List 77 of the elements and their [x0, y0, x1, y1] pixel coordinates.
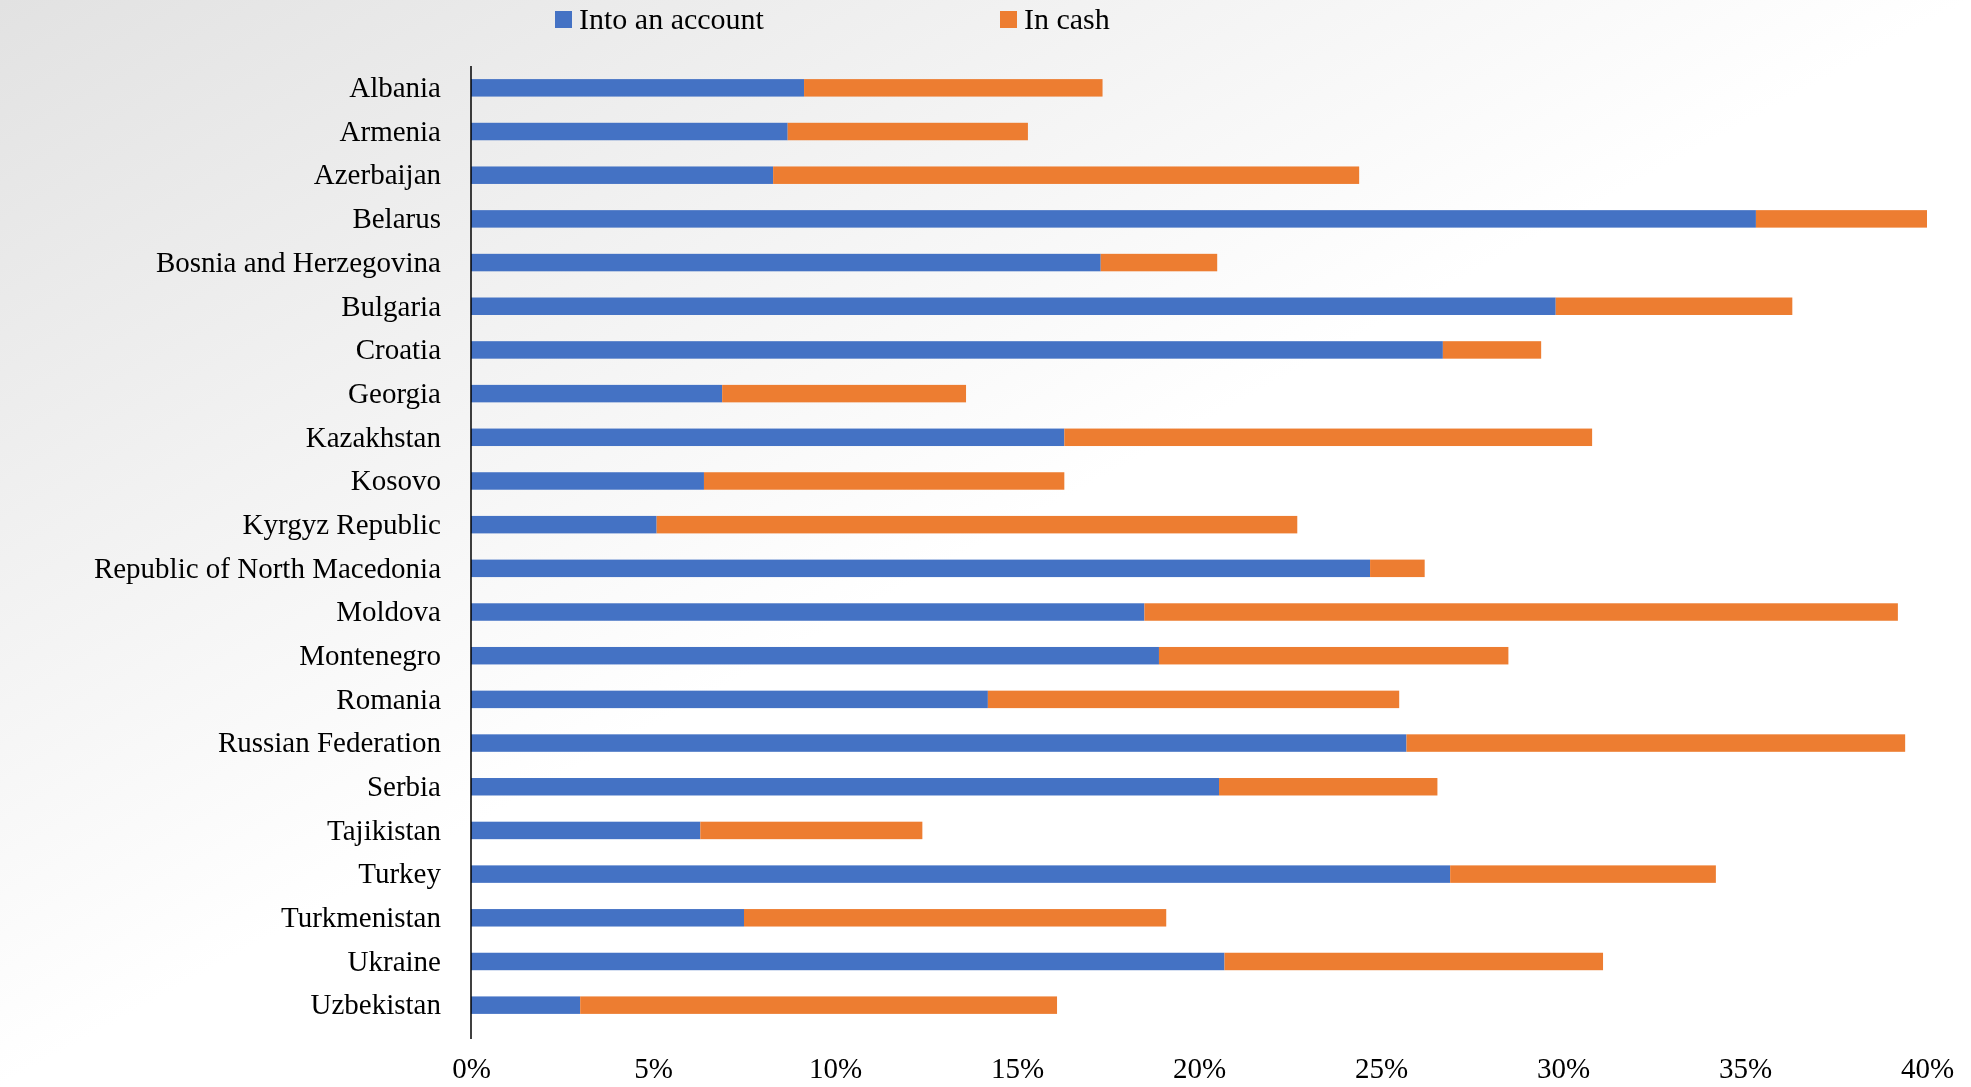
- bar: [722, 384, 967, 403]
- bar: [471, 79, 805, 97]
- bar: [471, 603, 1145, 621]
- bar: [987, 690, 1400, 709]
- y-tick-label: Kosovo: [350, 464, 441, 497]
- y-tick-label: Bosnia and Herzegovina: [155, 245, 442, 278]
- bar: [1450, 865, 1716, 883]
- x-tick-label: 30%: [1536, 1051, 1591, 1084]
- bar: [471, 734, 1407, 752]
- bar: [471, 515, 657, 534]
- bar: [787, 122, 1028, 141]
- bar: [471, 865, 1451, 883]
- bar: [1406, 734, 1906, 752]
- y-tick-label: Uzbekistan: [310, 988, 442, 1021]
- x-tick-label: 0%: [452, 1051, 491, 1084]
- x-tick-label: 15%: [990, 1051, 1045, 1084]
- bar: [471, 253, 1101, 272]
- bar: [703, 472, 1065, 490]
- bar: [773, 166, 1360, 184]
- x-tick-label: 10%: [808, 1051, 863, 1084]
- y-tick-label: Croatia: [355, 333, 442, 366]
- x-tick-label: 35%: [1718, 1051, 1773, 1084]
- bar: [1224, 952, 1604, 971]
- bar: [471, 778, 1220, 796]
- bar: [1442, 341, 1542, 359]
- bar: [471, 384, 723, 403]
- x-tick-label: 5%: [634, 1051, 673, 1084]
- y-tick-label: Russian Federation: [217, 726, 442, 759]
- bar: [471, 428, 1065, 447]
- bar: [471, 559, 1371, 578]
- bar: [1158, 646, 1509, 665]
- bar: [580, 996, 1058, 1014]
- y-tick-label: Tajikistan: [327, 813, 442, 846]
- bar: [1219, 778, 1438, 796]
- y-tick-label: Turkey: [358, 857, 442, 890]
- legend-label: In cash: [1024, 2, 1110, 35]
- y-tick-label: Romania: [336, 682, 442, 715]
- bar: [1755, 210, 1927, 228]
- y-tick-label: Moldova: [336, 595, 442, 628]
- bar: [1555, 297, 1793, 315]
- bar: [471, 952, 1225, 971]
- bar: [471, 909, 744, 927]
- bar: [471, 690, 988, 709]
- y-tick-label: Ukraine: [347, 944, 441, 977]
- y-tick-label: Montenegro: [299, 638, 441, 671]
- bar: [471, 297, 1556, 315]
- y-tick-label: Kyrgyz Republic: [242, 507, 441, 540]
- bar: [1064, 428, 1593, 447]
- y-tick-label: Armenia: [339, 114, 442, 147]
- y-tick-label: Bulgaria: [341, 289, 442, 322]
- y-tick-label: Republic of North Macedonia: [93, 551, 442, 584]
- y-tick-label: Albania: [349, 71, 442, 104]
- bar: [471, 821, 701, 840]
- bar: [471, 341, 1443, 359]
- bar: [1144, 603, 1898, 621]
- y-tick-label: Kazakhstan: [305, 420, 442, 453]
- bar: [471, 210, 1756, 228]
- y-tick-label: Azerbaijan: [313, 158, 442, 191]
- x-tick-label: 20%: [1172, 1051, 1227, 1084]
- bar: [656, 515, 1298, 534]
- legend-label: Into an account: [579, 2, 765, 35]
- x-tick-label: 25%: [1354, 1051, 1409, 1084]
- bar: [471, 646, 1159, 665]
- bar: [471, 166, 774, 184]
- y-tick-label: Serbia: [366, 770, 442, 803]
- y-tick-label: Georgia: [348, 376, 442, 409]
- bar: [804, 79, 1103, 97]
- bar: [700, 821, 923, 840]
- x-tick-label: 40%: [1900, 1051, 1955, 1084]
- y-tick-label: Turkmenistan: [280, 901, 442, 934]
- bar: [1370, 559, 1425, 578]
- bar: [471, 122, 788, 141]
- bar: [471, 996, 581, 1014]
- y-tick-label: Belarus: [352, 202, 441, 235]
- bar: [744, 909, 1167, 927]
- bar: [1100, 253, 1218, 272]
- bar: [471, 472, 704, 490]
